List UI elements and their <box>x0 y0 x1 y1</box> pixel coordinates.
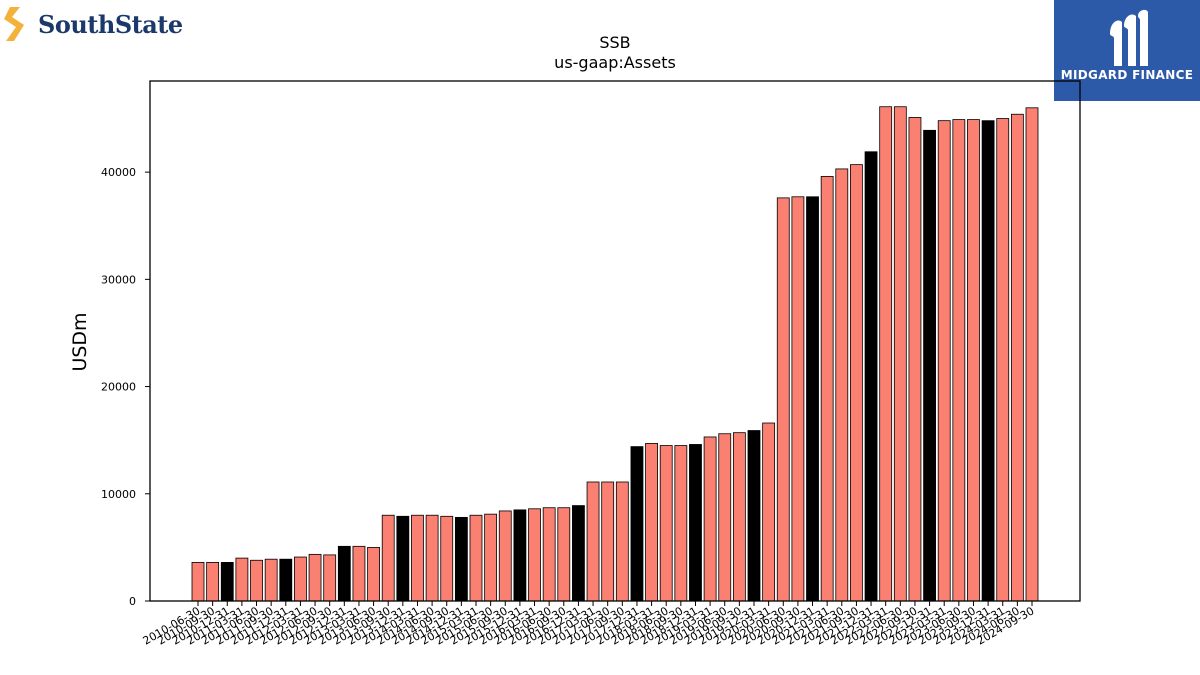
y-tick-label: 30000 <box>101 273 136 286</box>
y-axis: 0 10000 20000 30000 40000 <box>101 166 150 608</box>
bar-2024-06-30 <box>1010 113 1024 602</box>
bar-2015-09-30 <box>498 510 512 602</box>
bar-2016-09-30 <box>557 507 571 602</box>
southstate-mark-icon <box>4 7 24 41</box>
bar-2016-12-31 <box>572 505 585 602</box>
bar-2011-06-30 <box>250 559 263 602</box>
bar-2022-06-30 <box>893 106 907 602</box>
bar-2014-12-31 <box>454 516 468 602</box>
bar-2023-06-30 <box>952 119 966 602</box>
midgard-finance-wordmark: MIDGARD FINANCE <box>1060 68 1194 82</box>
bar-2015-06-30 <box>484 513 498 602</box>
y-tick-label: 10000 <box>101 488 136 501</box>
bar-2018-12-31 <box>689 444 702 602</box>
bar-2024-09-30 <box>1025 107 1039 602</box>
y-tick-label: 40000 <box>101 166 136 179</box>
bar-2012-03-31 <box>294 556 307 602</box>
bar-2013-06-30 <box>367 546 380 602</box>
plot-frame <box>149 80 1081 602</box>
bar-2024-03-31 <box>996 118 1010 602</box>
bar-2012-09-30 <box>323 554 337 602</box>
bar-2010-09-30 <box>206 562 220 602</box>
bar-2023-09-30 <box>967 119 980 602</box>
bar-2021-12-31 <box>864 151 878 602</box>
bar-2018-06-30 <box>659 445 673 602</box>
bar-2018-03-31 <box>645 442 658 602</box>
bar-2014-03-31 <box>411 514 424 602</box>
bar-2020-09-30 <box>791 196 805 602</box>
bar-2010-12-31 <box>220 562 234 602</box>
bar-2012-12-31 <box>337 545 351 602</box>
bar-2017-12-31 <box>630 446 644 602</box>
bar-2017-06-30 <box>601 481 615 602</box>
bar-2011-03-31 <box>235 557 249 602</box>
bar-2020-06-30 <box>776 197 790 602</box>
bar-2021-09-30 <box>850 164 863 602</box>
bar-2021-03-31 <box>820 176 834 602</box>
bar-2017-09-30 <box>615 481 629 602</box>
bar-2014-06-30 <box>425 514 439 602</box>
bars-group <box>191 106 1039 602</box>
y-axis-label: USDm <box>69 312 91 371</box>
bar-2023-03-31 <box>937 120 951 602</box>
bar-2021-06-30 <box>835 168 849 602</box>
bar-2019-03-31 <box>703 436 717 602</box>
bar-2016-06-30 <box>542 507 556 602</box>
midgard-mark-icon <box>1110 9 1148 66</box>
southstate-logo: SouthState <box>4 4 183 44</box>
chart-title: SSB <box>599 33 630 52</box>
bar-2010-06-30 <box>191 562 205 602</box>
bar-2013-09-30 <box>381 514 395 602</box>
bar-2011-12-31 <box>279 558 293 602</box>
bar-2015-03-31 <box>469 514 483 602</box>
bar-2022-09-30 <box>908 117 922 602</box>
y-tick-label: 20000 <box>101 381 136 394</box>
southstate-wordmark: SouthState <box>38 9 183 39</box>
bar-2015-12-31 <box>513 509 527 602</box>
bar-2017-03-31 <box>586 481 600 602</box>
bar-2020-12-31 <box>806 196 819 602</box>
midgard-finance-logo: MIDGARD FINANCE <box>1054 0 1200 101</box>
bar-2011-09-30 <box>264 558 278 602</box>
bar-2013-03-31 <box>352 545 366 602</box>
bar-2020-03-31 <box>762 422 776 602</box>
chart-subtitle: us-gaap:Assets <box>554 53 676 72</box>
bar-2019-12-31 <box>747 430 761 602</box>
bar-2016-03-31 <box>528 508 541 602</box>
bar-2013-12-31 <box>396 515 410 602</box>
y-tick-label: 0 <box>129 595 136 608</box>
bar-2022-12-31 <box>923 129 936 602</box>
bar-2014-09-30 <box>440 515 454 602</box>
bar-2019-09-30 <box>732 432 746 602</box>
bar-2012-06-30 <box>308 553 322 602</box>
bar-2019-06-30 <box>718 433 732 602</box>
bar-2022-03-31 <box>879 106 893 602</box>
bar-2023-12-31 <box>981 120 995 602</box>
bar-2018-09-30 <box>674 445 688 602</box>
x-axis: 2010-06-302010-09-302010-12-312011-03-31… <box>141 601 1037 648</box>
